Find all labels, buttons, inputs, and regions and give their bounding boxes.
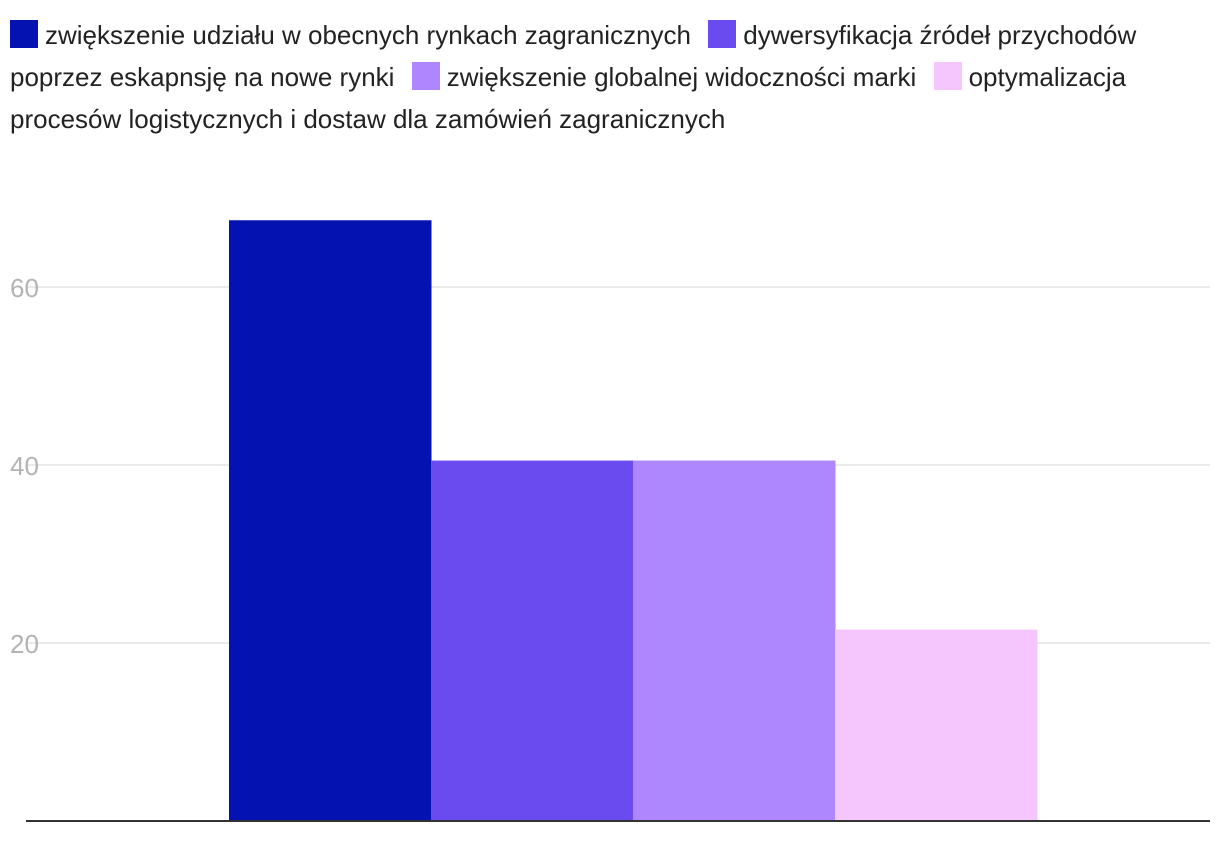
legend-swatch [708,20,737,48]
bar[interactable] [835,629,1038,821]
y-tick-label: 40 [10,451,39,481]
legend-item: zwiększenie globalnej widoczności marki [411,62,917,92]
legend-swatch [933,62,962,90]
legend-label: zwiększenie globalnej widoczności marki [446,62,917,92]
legend-label: zwiększenie udziału w obecnych rynkach z… [45,20,691,50]
bar[interactable] [633,460,836,821]
legend-label: optymalizacja procesów logistycznych i d… [10,62,1127,134]
legend-item: optymalizacja procesów logistycznych i d… [10,62,1126,134]
bars [229,220,1038,821]
bar[interactable] [229,220,432,821]
y-axis-ticks: 20 40 60 [10,273,39,659]
legend-item: zwiększenie udziału w obecnych rynkach z… [10,20,691,50]
legend-item: dywersyfikacja źródeł przychodów poprzez… [10,20,1136,92]
legend-swatch [10,20,38,48]
chart-legend: zwiększenie udziału w obecnych rynkach z… [10,14,1210,140]
y-tick-label: 60 [10,273,39,303]
bar[interactable] [431,460,634,821]
legend-label: dywersyfikacja źródeł przychodów poprzez… [10,20,1137,92]
legend-swatch [411,62,440,90]
y-tick-label: 20 [10,629,39,659]
